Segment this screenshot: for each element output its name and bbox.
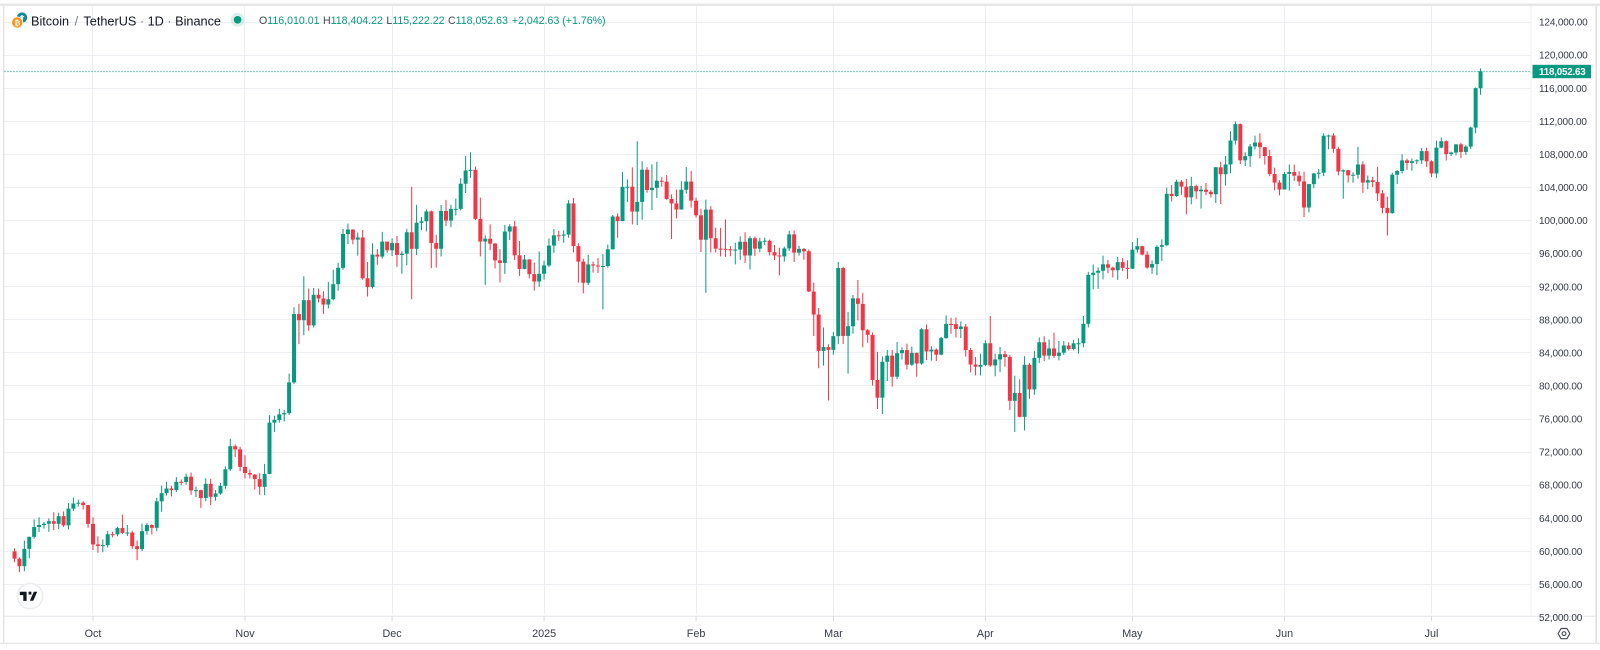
- svg-text:Apr: Apr: [977, 628, 994, 640]
- svg-text:68,000.00: 68,000.00: [1539, 481, 1583, 492]
- svg-text:Oct: Oct: [85, 628, 102, 640]
- svg-text:56,000.00: 56,000.00: [1539, 580, 1583, 591]
- svg-text:120,000.00: 120,000.00: [1539, 51, 1588, 62]
- svg-text:96,000.00: 96,000.00: [1539, 249, 1583, 260]
- svg-text:May: May: [1122, 628, 1143, 640]
- svg-text:2025: 2025: [532, 628, 556, 640]
- svg-text:124,000.00: 124,000.00: [1539, 18, 1588, 29]
- svg-text:60,000.00: 60,000.00: [1539, 547, 1583, 558]
- svg-text:76,000.00: 76,000.00: [1539, 415, 1583, 426]
- svg-text:64,000.00: 64,000.00: [1539, 514, 1583, 525]
- svg-text:84,000.00: 84,000.00: [1539, 348, 1583, 359]
- svg-text:Mar: Mar: [824, 628, 843, 640]
- svg-text:116,000.00: 116,000.00: [1539, 84, 1587, 95]
- svg-text:52,000.00: 52,000.00: [1539, 613, 1583, 624]
- svg-text:88,000.00: 88,000.00: [1539, 315, 1583, 326]
- svg-text:104,000.00: 104,000.00: [1539, 183, 1588, 194]
- svg-text:100,000.00: 100,000.00: [1539, 216, 1588, 227]
- svg-text:118,052.63: 118,052.63: [1539, 67, 1586, 78]
- svg-text:80,000.00: 80,000.00: [1539, 382, 1583, 393]
- svg-text:108,000.00: 108,000.00: [1539, 150, 1588, 161]
- svg-text:Feb: Feb: [687, 628, 706, 640]
- svg-text:₿: ₿: [14, 18, 20, 27]
- svg-text:Nov: Nov: [235, 628, 255, 640]
- svg-text:Jul: Jul: [1425, 628, 1439, 640]
- svg-text:Bitcoin / TetherUS · 1D · Bina: Bitcoin / TetherUS · 1D · Binance: [31, 15, 221, 29]
- svg-text:92,000.00: 92,000.00: [1539, 282, 1583, 293]
- svg-text:72,000.00: 72,000.00: [1539, 448, 1583, 459]
- svg-text:Jun: Jun: [1276, 628, 1293, 640]
- svg-text:Dec: Dec: [382, 628, 402, 640]
- svg-text:112,000.00: 112,000.00: [1539, 117, 1587, 128]
